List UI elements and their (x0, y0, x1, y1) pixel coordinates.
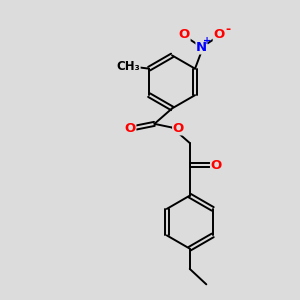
Text: CH₃: CH₃ (116, 60, 140, 73)
Text: O: O (179, 28, 190, 40)
Text: O: O (211, 159, 222, 172)
Text: O: O (213, 28, 225, 40)
Text: O: O (173, 122, 184, 135)
Text: N: N (196, 41, 207, 54)
Text: O: O (124, 122, 136, 135)
Text: -: - (226, 23, 231, 36)
Text: +: + (203, 36, 211, 46)
